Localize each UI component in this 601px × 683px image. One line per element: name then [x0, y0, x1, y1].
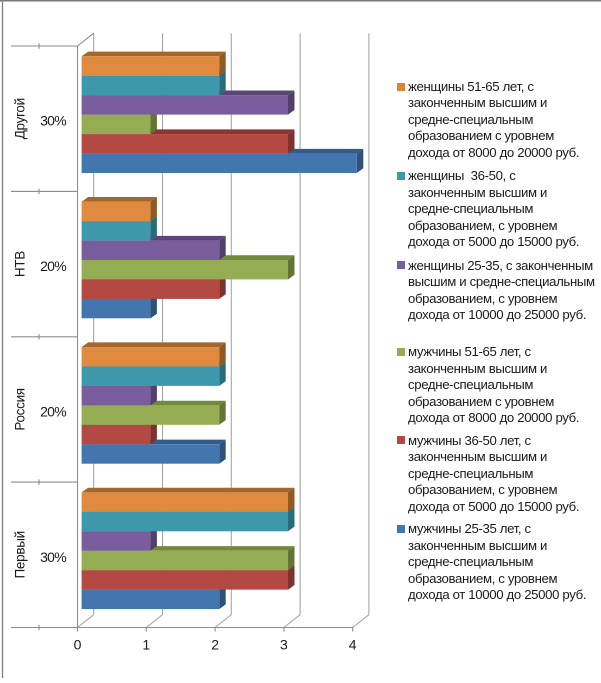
svg-text:НТВ: НТВ	[13, 251, 28, 277]
svg-text:1: 1	[142, 637, 150, 653]
svg-text:0: 0	[74, 637, 82, 653]
svg-text:Россия: Россия	[13, 388, 28, 430]
svg-text:30%: 30%	[40, 113, 66, 129]
svg-text:4: 4	[349, 637, 357, 653]
svg-text:30%: 30%	[40, 549, 66, 565]
svg-text:2: 2	[211, 637, 219, 653]
svg-text:20%: 20%	[40, 403, 66, 419]
svg-text:Первый: Первый	[13, 531, 28, 578]
svg-text:Другой: Другой	[13, 98, 28, 139]
svg-text:20%: 20%	[40, 258, 66, 274]
svg-text:3: 3	[280, 637, 288, 653]
